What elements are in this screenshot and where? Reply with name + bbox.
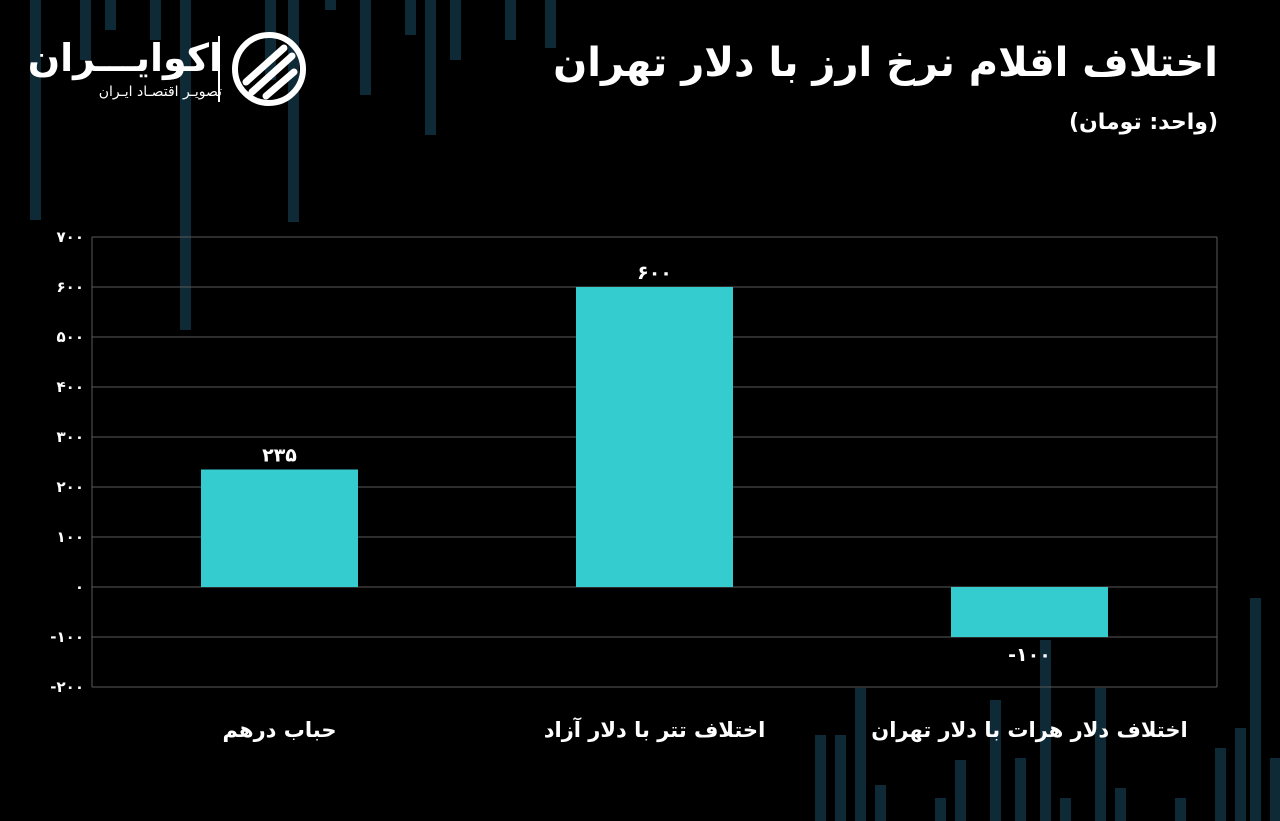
brand-tagline: تصویـر اقتصـاد ایـران (98, 84, 222, 100)
decor-bar (150, 0, 161, 40)
decor-bar (1270, 758, 1280, 821)
decor-bar (990, 700, 1001, 821)
y-tick-label: ۱۰۰ (57, 528, 84, 546)
decor-bar (1060, 798, 1071, 821)
decor-bar (935, 798, 946, 821)
category-labels: حباب درهم اختلاف تتر با دلار آزاد اختلاف د… (223, 717, 1188, 742)
decor-bar (360, 0, 371, 95)
y-axis-ticks: -۲۰۰ -۱۰۰ ۰ ۱۰۰ ۲۰۰ ۳۰۰ ۴۰۰ ۵۰۰ ۶۰۰ ۷۰۰ (50, 228, 84, 696)
y-tick-label: ۳۰۰ (57, 428, 84, 446)
brand-divider (218, 36, 220, 102)
chart-title: اختلاف اقلام نرخ ارز با دلار تهران (553, 40, 1218, 86)
decor-bar (450, 0, 461, 60)
decor-bar (1040, 640, 1051, 821)
decor-bar (265, 0, 276, 80)
decor-bar (855, 688, 866, 821)
category-label: اختلاف دلار هرات با دلار تهران (871, 718, 1187, 742)
decor-bar (1095, 688, 1106, 821)
y-tick-label: ۰ (75, 578, 84, 596)
decor-bar (288, 0, 299, 222)
data-label: ۶۰۰ (637, 262, 672, 284)
bar (951, 587, 1108, 637)
brand-logo: اکوایـــران تصویـر اقتصـاد ایـران (28, 30, 318, 110)
brand-mark-icon (232, 32, 306, 106)
decor-bar (835, 735, 846, 821)
decor-bar (405, 0, 416, 35)
y-tick-label: ۷۰۰ (57, 228, 84, 246)
decor-bar (325, 0, 336, 10)
y-tick-label: ۶۰۰ (57, 278, 84, 296)
category-label: اختلاف تتر با دلار آزاد (544, 717, 766, 742)
data-label: ۲۳۵ (262, 445, 297, 467)
data-label: -۱۰۰ (1008, 644, 1051, 666)
decor-bar (105, 0, 116, 30)
decor-bar (80, 0, 91, 60)
decor-bar (1115, 788, 1126, 821)
decor-bar (505, 0, 516, 40)
brand-name: اکوایـــران (27, 36, 222, 80)
bar (576, 287, 733, 587)
decor-bar (1015, 758, 1026, 821)
y-tick-label: ۲۰۰ (57, 478, 84, 496)
y-tick-label: ۵۰۰ (57, 328, 84, 346)
decor-bar (955, 760, 966, 821)
bars (201, 287, 1108, 637)
decor-bar (1175, 798, 1186, 821)
decor-bar (180, 0, 191, 330)
decor-bar (1215, 748, 1226, 821)
bar (201, 469, 358, 587)
category-label: حباب درهم (223, 718, 337, 742)
y-tick-label: ۴۰۰ (57, 378, 84, 396)
decor-bar (545, 0, 556, 48)
y-tick-label: -۲۰۰ (50, 678, 84, 696)
y-tick-label: -۱۰۰ (50, 628, 84, 646)
decor-bar (30, 0, 41, 220)
decor-bar (815, 735, 826, 821)
chart-unit: (واحد: تومان) (1068, 110, 1218, 135)
data-labels: ۲۳۵ ۶۰۰ -۱۰۰ (262, 262, 1051, 666)
decor-bar (1235, 728, 1246, 821)
decor-bar (425, 0, 436, 135)
decor-bar (1250, 598, 1261, 821)
decor-bar (875, 785, 886, 821)
